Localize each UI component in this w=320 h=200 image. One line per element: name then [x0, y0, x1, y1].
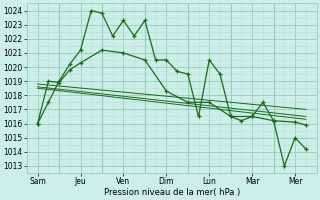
X-axis label: Pression niveau de la mer( hPa ): Pression niveau de la mer( hPa ): [104, 188, 240, 197]
